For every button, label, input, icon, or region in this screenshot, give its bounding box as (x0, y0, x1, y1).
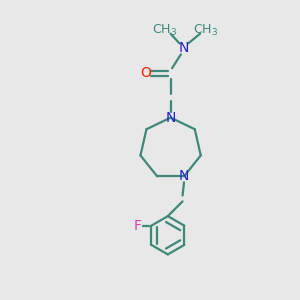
Text: N: N (165, 111, 176, 124)
Text: N: N (179, 41, 189, 56)
Text: F: F (134, 219, 142, 233)
Text: CH$_3$: CH$_3$ (194, 23, 218, 38)
Text: N: N (179, 169, 189, 183)
Text: O: O (140, 66, 151, 80)
Text: CH$_3$: CH$_3$ (152, 23, 177, 38)
